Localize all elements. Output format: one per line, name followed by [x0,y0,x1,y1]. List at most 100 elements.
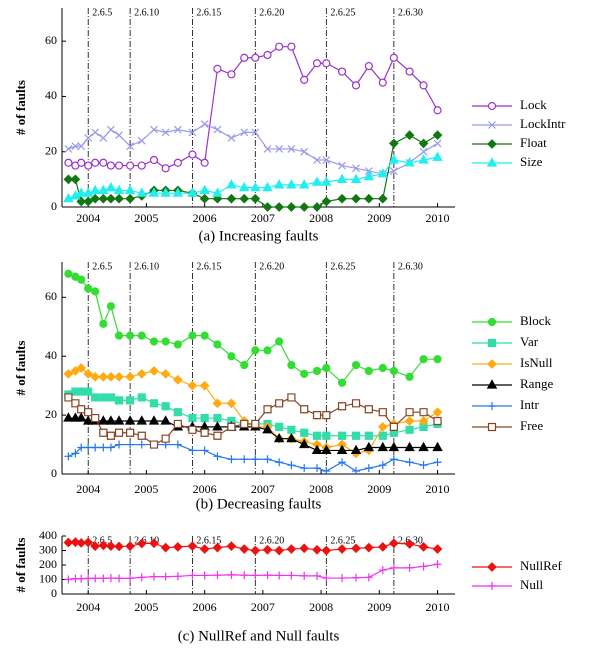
marker [338,161,346,170]
marker [250,545,261,556]
x-tick-label: 2004 [76,211,100,225]
marker [63,537,74,548]
marker [389,138,399,149]
marker [64,145,73,153]
y-tick-label: 60 [45,289,57,303]
x-tick-label: 2006 [193,211,217,225]
marker [227,455,236,464]
marker [91,393,100,402]
marker [227,70,236,79]
marker [173,542,183,552]
legend-marker [486,379,498,389]
marker [377,168,389,178]
marker [63,369,74,379]
y-tick-label: 20 [45,143,57,157]
marker [298,438,310,449]
marker [173,340,182,349]
legend-marker [488,582,496,590]
marker [173,125,182,134]
legend-label: NullRef [520,558,563,573]
x-tick-label: 2010 [426,600,450,614]
marker [113,415,125,425]
marker [99,393,108,402]
marker [106,371,116,382]
legend-label: IsNull [520,355,553,370]
marker [199,193,210,204]
marker [433,458,442,467]
marker [84,387,93,396]
marker [287,425,296,434]
marker [161,572,170,581]
marker [89,184,101,195]
marker [337,544,347,554]
marker [83,369,94,379]
marker [188,128,197,137]
marker [287,393,296,402]
x-tick-label: 2008 [309,600,333,614]
x-tick-label: 2006 [193,600,217,614]
marker [160,187,171,197]
marker [106,125,115,134]
marker [389,455,398,464]
marker [378,363,387,373]
marker [389,366,398,376]
marker [106,302,116,311]
marker [99,133,108,142]
legend-label: Intr [520,397,539,412]
marker [262,181,273,192]
marker [312,202,322,212]
marker [433,560,442,569]
x-tick-label: 2004 [76,600,100,614]
series-line [68,46,439,169]
marker [90,541,101,551]
marker [321,545,332,556]
marker [136,187,147,197]
marker [200,428,209,437]
marker [364,464,373,473]
marker [126,331,135,340]
marker [287,571,296,580]
marker [124,184,136,195]
marker [99,574,108,583]
marker [321,196,332,207]
marker [363,542,374,553]
marker [83,196,94,207]
marker [432,151,443,161]
marker [91,574,100,583]
marker [364,405,373,414]
marker [77,142,86,151]
marker [250,181,261,192]
marker [64,269,73,278]
marker [114,161,124,170]
marker [187,187,198,197]
marker [404,130,415,140]
marker [105,181,117,192]
marker [377,441,389,452]
marker [200,571,209,580]
marker [83,537,94,548]
marker [239,544,250,554]
marker [432,441,443,452]
x-tick-label: 2006 [193,482,217,496]
marker [286,432,297,443]
marker [351,360,361,370]
marker [313,156,321,164]
marker [84,574,93,583]
marker [251,419,260,429]
marker [71,142,80,151]
marker [200,413,209,423]
marker [313,571,322,580]
marker [287,145,296,153]
marker [377,193,388,204]
marker [137,431,146,440]
marker [322,156,331,164]
marker [137,161,146,170]
marker [188,331,197,340]
marker [322,59,331,68]
marker [125,193,135,204]
marker [404,539,415,549]
marker [418,441,429,452]
marker [63,412,74,422]
marker [84,284,93,293]
marker [287,461,296,470]
